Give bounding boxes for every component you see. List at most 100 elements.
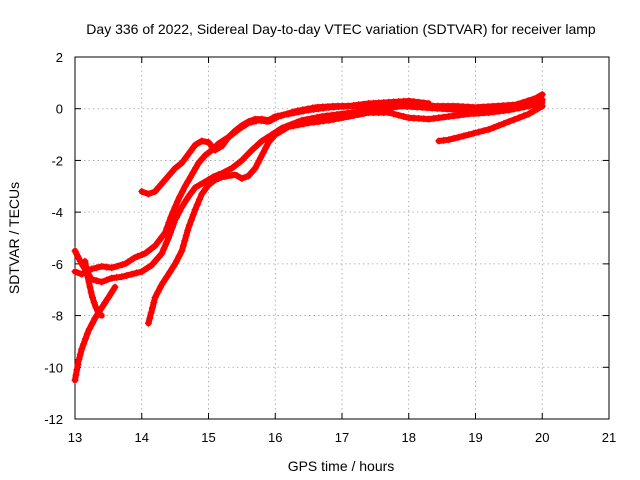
data-point-marker <box>228 171 236 179</box>
x-tick-label: 15 <box>201 430 215 445</box>
data-point-marker <box>84 273 92 281</box>
data-point-marker <box>445 136 453 144</box>
data-point-marker <box>92 304 100 312</box>
data-point-marker <box>257 154 265 162</box>
data-point-marker <box>173 198 181 206</box>
data-point-marker <box>175 208 183 216</box>
data-point-marker <box>181 198 189 206</box>
data-point-marker <box>485 125 493 133</box>
data-point-marker <box>345 102 353 110</box>
data-point-marker <box>118 273 126 281</box>
data-point-marker <box>78 270 86 278</box>
data-point-marker <box>265 116 273 124</box>
data-point-marker <box>187 216 195 224</box>
data-point-marker <box>73 366 81 374</box>
series-track-c <box>71 283 119 384</box>
data-point-marker <box>220 140 227 148</box>
data-point-marker <box>425 100 433 107</box>
data-point-marker <box>113 262 121 270</box>
data-point-marker <box>425 115 433 123</box>
y-tick-label: 2 <box>56 50 63 65</box>
data-point-marker <box>390 110 398 118</box>
data-point-marker <box>245 172 252 180</box>
x-tick-labels: 13 14 15 16 17 18 19 20 21 <box>68 430 616 445</box>
data-point-marker <box>515 104 523 112</box>
data-point-marker <box>138 268 146 276</box>
data-point-marker <box>91 314 99 322</box>
data-point-marker <box>103 263 111 271</box>
data-point-marker <box>230 163 238 171</box>
data-point-marker <box>181 182 189 190</box>
series-track-f <box>138 97 433 198</box>
data-point-marker <box>280 125 288 133</box>
x-tick-label: 18 <box>402 430 416 445</box>
data-point-marker <box>305 119 313 127</box>
data-point-marker <box>93 277 101 285</box>
data-point-marker <box>168 224 176 232</box>
data-point-marker <box>182 231 190 239</box>
data-point-marker <box>186 148 194 156</box>
data-point-marker <box>180 157 187 165</box>
data-point-marker <box>71 268 79 276</box>
data-point-marker <box>505 118 513 126</box>
data-point-marker <box>159 278 167 286</box>
x-axis-label: GPS time / hours <box>288 458 395 474</box>
data-point-marker <box>435 137 443 145</box>
data-point-marker <box>325 116 333 124</box>
data-point-marker <box>215 175 222 182</box>
data-point-marker <box>405 97 413 105</box>
data-point-marker <box>300 120 308 128</box>
data-point-marker <box>173 213 180 221</box>
data-series <box>71 91 546 384</box>
data-point-marker <box>89 294 96 301</box>
data-point-marker <box>231 127 239 135</box>
data-point-marker <box>538 102 546 110</box>
data-point-marker <box>305 106 313 114</box>
chart-title: Day 336 of 2022, Sidereal Day-to-day VTE… <box>86 21 596 37</box>
data-point-marker <box>495 107 503 115</box>
data-point-marker <box>71 376 79 384</box>
data-point-marker <box>198 137 206 145</box>
y-tick-label: -4 <box>51 205 63 220</box>
y-tick-label: -6 <box>51 257 63 272</box>
axis-ticks <box>74 56 610 420</box>
data-point-marker <box>320 117 328 125</box>
data-point-marker <box>150 299 158 307</box>
data-point-marker <box>525 102 533 110</box>
y-tick-label: -8 <box>51 309 63 324</box>
data-point-marker <box>158 250 166 257</box>
data-point-marker <box>360 110 368 118</box>
data-point-marker <box>211 146 219 154</box>
data-point-marker <box>148 304 156 312</box>
data-point-marker <box>245 118 252 126</box>
data-point-marker <box>198 155 206 163</box>
data-point-marker <box>290 122 298 130</box>
data-point-marker <box>87 288 95 296</box>
data-point-marker <box>209 178 217 185</box>
data-point-marker <box>170 219 178 226</box>
y-axis-label: SDTVAR / TECUs <box>6 182 22 294</box>
data-point-marker <box>165 172 172 180</box>
data-point-marker <box>310 118 318 126</box>
data-point-marker <box>158 180 166 188</box>
data-point-marker <box>191 206 199 214</box>
data-point-marker <box>345 113 353 120</box>
data-point-marker <box>166 229 174 237</box>
x-tick-label: 13 <box>68 430 82 445</box>
data-point-marker <box>82 262 90 270</box>
data-point-marker <box>196 195 204 203</box>
data-point-marker <box>108 274 116 282</box>
data-point-marker <box>93 264 101 272</box>
data-point-marker <box>385 109 393 117</box>
data-point-marker <box>166 268 174 276</box>
data-point-marker <box>98 262 106 270</box>
data-point-marker <box>175 252 183 260</box>
data-point-marker <box>251 115 259 123</box>
data-point-marker <box>238 156 246 164</box>
data-point-marker <box>183 152 191 160</box>
data-point-marker <box>470 129 478 137</box>
x-tick-label: 20 <box>535 430 549 445</box>
data-point-marker <box>72 371 80 379</box>
